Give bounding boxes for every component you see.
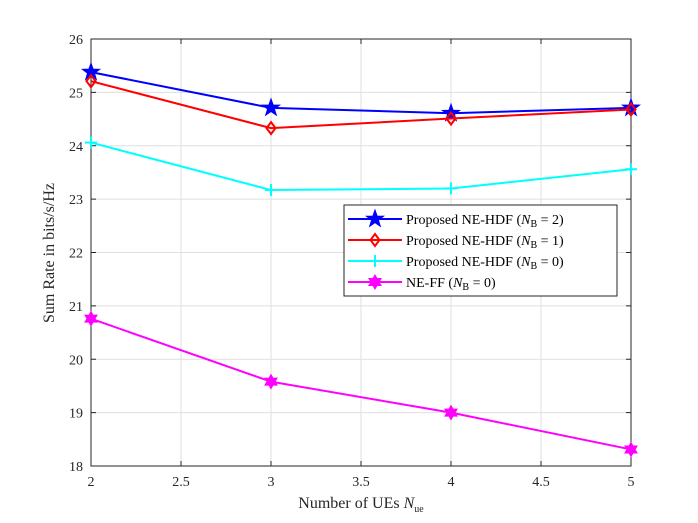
data-point-star xyxy=(260,97,282,117)
legend-label: NE-FF (NB = 0) xyxy=(406,276,496,293)
legend: Proposed NE-HDF (NB = 2) Proposed NE-HDF … xyxy=(343,204,618,297)
legend-label: Proposed NE-HDF (NB = 2) xyxy=(406,213,564,230)
y-tick-label: 18 xyxy=(69,460,83,475)
data-point-diamond xyxy=(445,110,457,127)
series-3 xyxy=(85,136,637,197)
data-point-hexagram xyxy=(264,373,278,390)
data-point-plus xyxy=(445,182,457,195)
data-point-hexagram xyxy=(444,404,458,421)
x-tick-label: 4 xyxy=(448,475,455,490)
series-2 xyxy=(85,73,637,136)
series-group xyxy=(80,61,642,458)
legend-entry-3: Proposed NE-HDF (NB = 0) xyxy=(348,255,564,272)
legend-label: Proposed NE-HDF (NB = 0) xyxy=(406,255,564,272)
x-axis-label: Number of UEs Nue xyxy=(298,495,424,515)
data-point-diamond xyxy=(625,101,637,118)
data-point-diamond xyxy=(265,120,277,136)
y-tick-label: 24 xyxy=(69,140,83,155)
x-tick-label: 3.5 xyxy=(352,475,370,490)
x-tick-label: 2.5 xyxy=(172,475,190,490)
data-point-diamond xyxy=(85,73,97,89)
series-1 xyxy=(80,61,642,122)
legend-entry-2: Proposed NE-HDF (NB = 1) xyxy=(348,232,564,251)
legend-entry-4: NE-FF (NB = 0) xyxy=(348,273,496,293)
x-tick-label: 5 xyxy=(628,475,635,490)
series-line xyxy=(90,71,632,115)
data-point-hexagram xyxy=(624,441,638,458)
data-point-plus xyxy=(85,136,97,149)
legend-entry-1: Proposed NE-HDF (NB = 2) xyxy=(348,208,564,230)
axis-ticks: 2 2.5 3 3.5 4 4.5 5 18 19 20 21 22 23 24 25 26 xyxy=(69,33,635,490)
y-tick-label: 21 xyxy=(69,300,83,315)
x-tick-label: 3 xyxy=(268,475,275,490)
y-tick-label: 26 xyxy=(69,33,83,48)
data-point-hexagram xyxy=(368,273,382,291)
y-tick-label: 19 xyxy=(69,407,83,422)
y-tick-label: 20 xyxy=(69,353,83,368)
data-point-star xyxy=(364,208,386,228)
series-line xyxy=(90,317,632,451)
y-axis-label: Sum Rate in bits/s/Hz xyxy=(41,183,58,323)
legend-label: Proposed NE-HDF (NB = 1) xyxy=(406,234,564,251)
y-tick-label: 22 xyxy=(69,247,83,262)
data-point-plus xyxy=(625,163,637,176)
data-point-plus xyxy=(369,255,381,267)
data-point-plus xyxy=(265,184,277,197)
x-tick-label: 2 xyxy=(88,475,95,490)
x-tick-label: 4.5 xyxy=(532,475,550,490)
y-tick-label: 23 xyxy=(69,193,83,208)
data-point-hexagram xyxy=(84,310,98,327)
series-4 xyxy=(84,310,638,458)
series-line xyxy=(90,141,632,192)
y-tick-label: 25 xyxy=(69,86,83,101)
data-point-star xyxy=(620,97,642,117)
legend-box xyxy=(343,204,618,297)
data-point-diamond xyxy=(369,232,381,248)
series-line xyxy=(90,80,632,130)
